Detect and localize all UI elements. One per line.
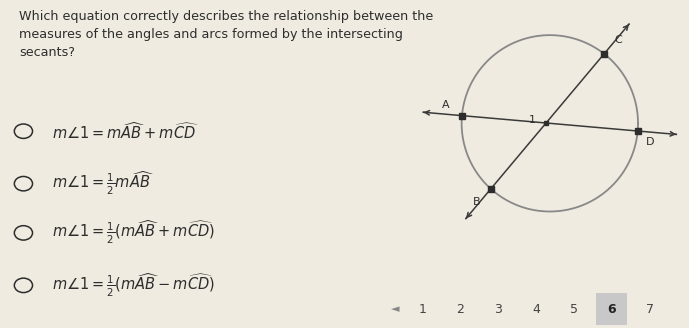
Text: B: B xyxy=(473,197,481,207)
Text: $m\angle 1 = \frac{1}{2}(m\widehat{AB} + m\widehat{CD})$: $m\angle 1 = \frac{1}{2}(m\widehat{AB} +… xyxy=(52,219,216,246)
Text: 6: 6 xyxy=(608,303,616,316)
Text: A: A xyxy=(442,100,449,110)
Text: $m\angle 1 = \frac{1}{2}(m\widehat{AB} - m\widehat{CD})$: $m\angle 1 = \frac{1}{2}(m\widehat{AB} -… xyxy=(52,272,216,299)
Text: 2: 2 xyxy=(456,303,464,316)
Text: 1: 1 xyxy=(528,115,536,125)
Text: 1: 1 xyxy=(418,303,426,316)
Text: ◄: ◄ xyxy=(391,304,399,314)
Text: 5: 5 xyxy=(570,303,578,316)
Text: 4: 4 xyxy=(532,303,540,316)
Text: D: D xyxy=(646,137,655,147)
Text: C: C xyxy=(614,35,621,45)
Text: $m\angle 1 = \frac{1}{2}m\widehat{AB}$: $m\angle 1 = \frac{1}{2}m\widehat{AB}$ xyxy=(52,170,154,197)
FancyBboxPatch shape xyxy=(596,293,628,325)
Text: Which equation correctly describes the relationship between the
measures of the : Which equation correctly describes the r… xyxy=(19,10,433,59)
Text: $m\angle 1 = m\widehat{AB} + m\widehat{CD}$: $m\angle 1 = m\widehat{AB} + m\widehat{C… xyxy=(52,121,199,142)
Text: 3: 3 xyxy=(494,303,502,316)
Text: 7: 7 xyxy=(646,303,654,316)
